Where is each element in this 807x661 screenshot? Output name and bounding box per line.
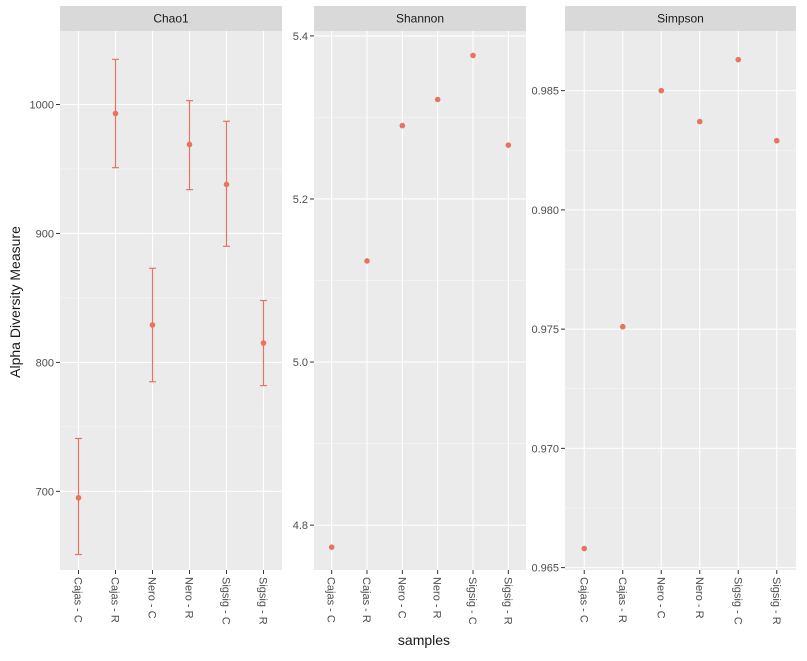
panel-background-chao1 [60, 31, 282, 570]
x-tick-label-chao1: Cajas - C [72, 577, 84, 623]
panel-background-simpson [565, 31, 796, 570]
y-tick-label-chao1: 800 [36, 357, 54, 369]
x-tick-label-shannon: Nero - R [431, 577, 443, 619]
data-point-shannon [364, 258, 370, 264]
x-tick-label-shannon: Cajas - C [325, 577, 337, 623]
y-tick-label-chao1: 1000 [30, 100, 54, 112]
data-point-shannon [434, 96, 441, 103]
facet-title-shannon: Shannon [396, 12, 444, 26]
y-tick-label-simpson: 0.970 [531, 443, 559, 455]
y-tick-label-chao1: 900 [36, 228, 54, 240]
data-point-chao1 [186, 141, 193, 148]
x-tick-label-shannon: Sigsig - C [466, 577, 478, 625]
x-tick-label-simpson: Cajas - R [616, 577, 628, 623]
y-tick-label-shannon: 5.4 [293, 31, 308, 43]
panel-shannon: Shannon 4.8 5.0 5.2 5.4 Cajas - C Cajas - R Ner… [293, 6, 526, 625]
facet-title-simpson: Simpson [657, 12, 704, 26]
panel-chao1: Chao1 700 800 900 1000 Cajas - C Cajas - R Nero… [30, 6, 282, 625]
x-tick-label-chao1: Sigsig - C [220, 577, 232, 625]
data-point-simpson [619, 323, 626, 330]
data-point-chao1 [223, 181, 230, 188]
y-tick-label-simpson: 0.965 [531, 563, 559, 575]
x-tick-label-chao1: Cajas - R [109, 577, 121, 623]
x-tick-label-shannon: Nero - C [395, 577, 407, 619]
data-point-chao1 [149, 322, 156, 328]
x-tick-label-simpson: Cajas - C [577, 577, 589, 623]
data-point-chao1 [112, 110, 119, 117]
x-tick-label-chao1: Nero - R [183, 577, 195, 619]
y-tick-label-shannon: 4.8 [293, 520, 308, 532]
x-axis-label: samples [398, 632, 450, 648]
data-point-shannon [328, 544, 335, 550]
panel-simpson: Simpson 0.965 0.970 0.975 0.980 0.985 Cajas - … [531, 6, 796, 625]
y-tick-label-simpson: 0.980 [531, 205, 559, 217]
y-tick-label-chao1: 700 [36, 486, 54, 498]
x-tick-label-chao1: Sigsig - R [257, 577, 269, 625]
data-point-simpson [773, 137, 780, 144]
data-point-shannon [505, 142, 512, 148]
data-point-chao1 [260, 340, 267, 346]
facet-strip-chao1 [60, 6, 282, 31]
data-point-simpson [581, 545, 588, 552]
x-tick-label-simpson: Nero - C [654, 577, 666, 619]
data-point-simpson [735, 56, 742, 63]
facet-strip-shannon [314, 6, 526, 31]
x-tick-label-shannon: Sigsig - R [501, 577, 513, 625]
data-point-shannon [470, 52, 476, 59]
x-tick-label-chao1: Nero - C [146, 577, 158, 619]
x-tick-label-simpson: Sigsig - R [770, 577, 782, 625]
x-tick-label-simpson: Sigsig - C [731, 577, 743, 625]
y-tick-label-shannon: 5.2 [293, 194, 308, 206]
y-tick-label-shannon: 5.0 [293, 357, 308, 369]
facet-title-chao1: Chao1 [153, 12, 189, 26]
facet-strip-simpson [565, 6, 796, 31]
x-tick-label-simpson: Nero - R [693, 577, 705, 619]
y-tick-label-simpson: 0.975 [531, 324, 559, 336]
y-tick-label-simpson: 0.985 [531, 86, 559, 98]
data-point-simpson [696, 118, 703, 125]
data-point-chao1 [75, 494, 82, 501]
data-point-simpson [658, 87, 665, 94]
x-tick-label-shannon: Cajas - R [360, 577, 372, 623]
panel-background-shannon [314, 31, 526, 570]
y-axis-label: Alpha Diversity Measure [7, 226, 23, 378]
data-point-shannon [399, 122, 406, 129]
